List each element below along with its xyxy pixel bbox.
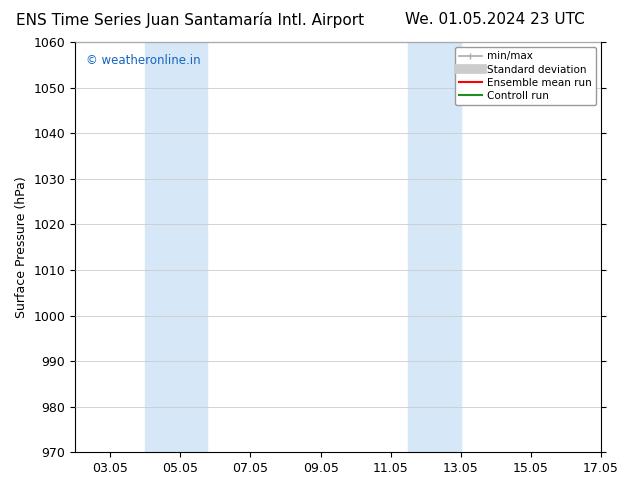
Legend: min/max, Standard deviation, Ensemble mean run, Controll run: min/max, Standard deviation, Ensemble me… <box>455 47 596 105</box>
Text: We. 01.05.2024 23 UTC: We. 01.05.2024 23 UTC <box>404 12 585 27</box>
Bar <box>408 42 461 452</box>
Text: © weatheronline.in: © weatheronline.in <box>86 54 200 67</box>
Y-axis label: Surface Pressure (hPa): Surface Pressure (hPa) <box>15 176 28 318</box>
Text: ENS Time Series Juan Santamaría Intl. Airport: ENS Time Series Juan Santamaría Intl. Ai… <box>16 12 365 28</box>
Bar <box>145 42 207 452</box>
